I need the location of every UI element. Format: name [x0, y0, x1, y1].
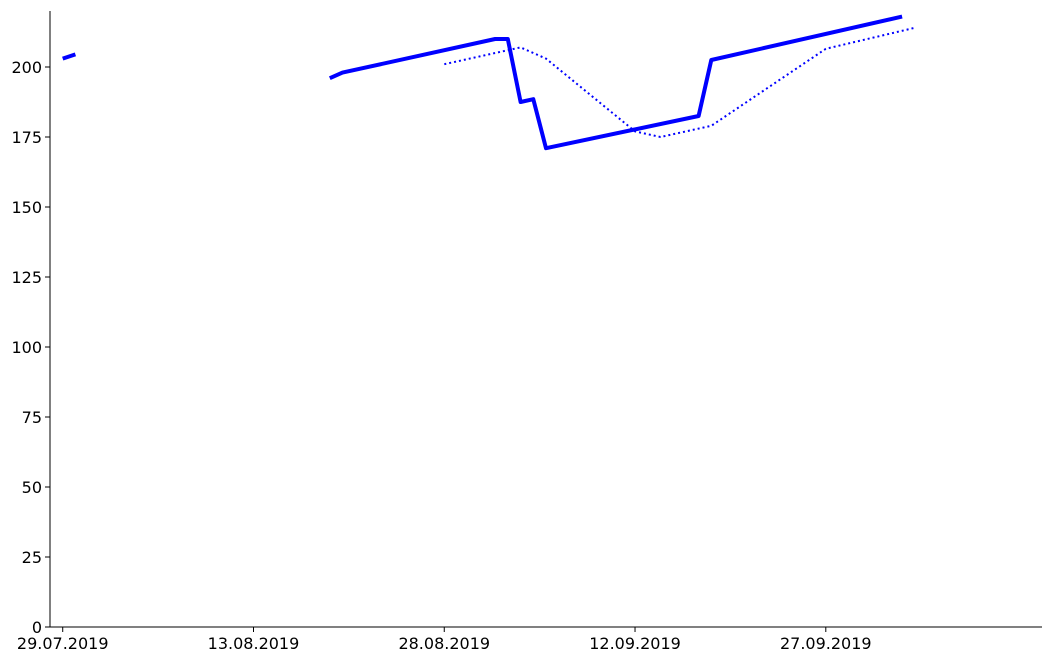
- x-axis: 29.07.2019 13.08.2019 28.08.2019 12.09.2019…: [17, 626, 1042, 653]
- y-tick-label: 25: [22, 548, 42, 567]
- y-tick-label: 200: [11, 58, 42, 77]
- series-1-segment-1: [62, 52, 77, 61]
- x-tick-label: 27.09.2019: [780, 634, 872, 653]
- x-tick-label: 28.08.2019: [398, 634, 490, 653]
- y-axis: 0 25 50 75 100 125 150 175 200: [11, 11, 51, 637]
- plot-area: [62, 14, 916, 151]
- y-tick-label: 125: [11, 268, 42, 287]
- y-tick-label: 150: [11, 198, 42, 217]
- y-tick-label: 100: [11, 338, 42, 357]
- y-tick-label: 75: [22, 408, 42, 427]
- x-tick-label: 13.08.2019: [208, 634, 300, 653]
- series-1-segment-2: [328, 14, 903, 151]
- y-tick-label: 175: [11, 128, 42, 147]
- y-tick-label: 0: [32, 618, 42, 637]
- y-tick-label: 50: [22, 478, 42, 497]
- x-tick-label: 12.09.2019: [589, 634, 681, 653]
- x-tick-label: 29.07.2019: [17, 634, 109, 653]
